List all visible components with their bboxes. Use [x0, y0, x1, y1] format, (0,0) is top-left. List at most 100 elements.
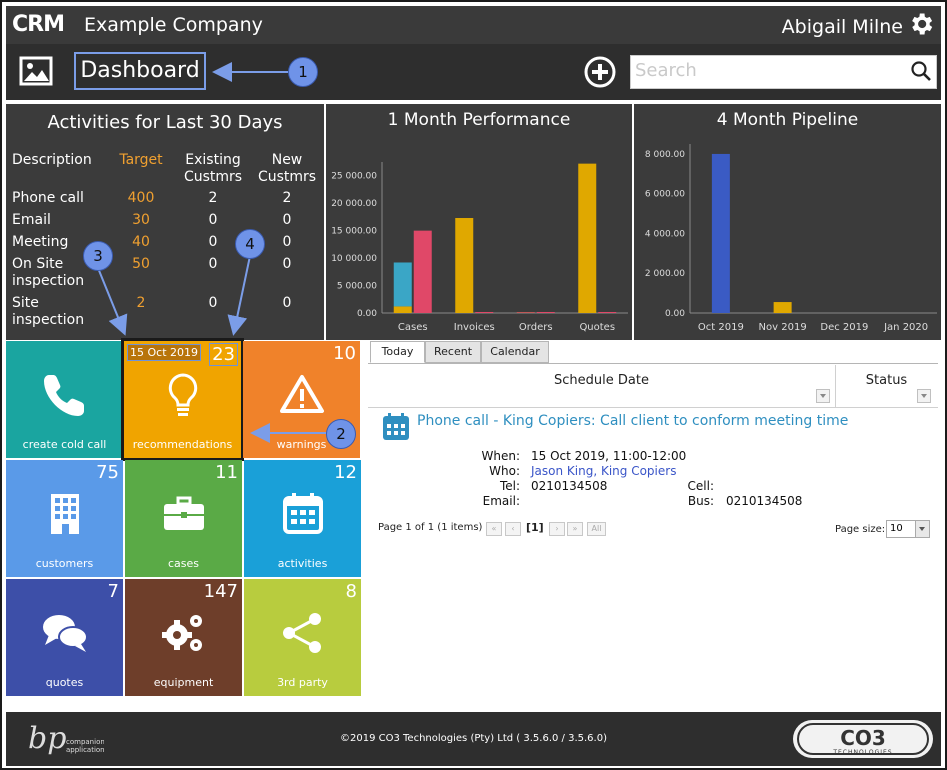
col-description: Description: [12, 152, 92, 168]
pipeline-panel: 4 Month Pipeline 0.00 2 000.00 4 000.00 6 0…: [634, 104, 941, 340]
bar: [536, 312, 555, 313]
activities-table: Description Target Existing Custmrs New …: [12, 152, 324, 334]
performance-panel: 1 Month Performance 0.00 5 000.00 10 000.0…: [326, 104, 632, 340]
gear-icon[interactable]: [907, 10, 935, 38]
y-tick-label: 8 000.00: [645, 150, 685, 160]
when-label: When:: [481, 449, 520, 463]
y-tick-label: 4 000.00: [645, 229, 685, 239]
bus-label: Bus:: [687, 494, 714, 508]
dashboard-bar: Dashboard Search: [6, 44, 941, 100]
grid-header: Schedule Date Status: [368, 365, 938, 408]
x-tick-label: Invoices: [454, 322, 495, 333]
tab-recent[interactable]: Recent: [425, 341, 481, 363]
col-new: New Custmrs: [257, 152, 317, 185]
tile-label: quotes: [45, 676, 84, 689]
chart-title: 1 Month Performance: [387, 110, 571, 130]
tile-label: create cold call: [22, 438, 107, 451]
tile-count: 23: [209, 343, 238, 366]
share-icon: [283, 613, 321, 653]
cell-label: Cell:: [687, 479, 714, 493]
phone-icon: [44, 375, 84, 416]
svg-text:application: application: [66, 746, 104, 754]
x-tick-label: Oct 2019: [698, 322, 744, 333]
row-existing: 0: [208, 295, 218, 311]
col-schedule-date[interactable]: Schedule Date: [368, 365, 836, 407]
current-page[interactable]: [1]: [526, 521, 544, 534]
crm-logo: CRM: [12, 12, 65, 37]
x-tick-label: Cases: [398, 322, 428, 333]
bar: [598, 312, 617, 313]
page-size-select[interactable]: 10: [886, 520, 930, 538]
first-page-icon[interactable]: «: [486, 522, 502, 536]
tile-count: 12: [334, 462, 357, 483]
x-tick-label: Quotes: [579, 322, 615, 333]
next-page-icon[interactable]: ›: [549, 522, 565, 536]
tile-3rd-party[interactable]: 8 3rd party: [244, 579, 361, 696]
table-row: Site inspection 2 0 0: [12, 295, 324, 334]
row-target: 30: [132, 212, 150, 228]
row-existing: 2: [208, 190, 218, 206]
bar: [711, 153, 730, 313]
bar: [413, 230, 432, 313]
all-pages-button[interactable]: All: [587, 522, 606, 536]
row-new: 0: [282, 256, 292, 272]
filter-dropdown-icon[interactable]: [917, 389, 931, 403]
tile-count: 11: [215, 462, 238, 483]
tile-count: 10: [333, 343, 356, 364]
tile-quotes[interactable]: 7 quotes: [6, 579, 123, 696]
building-icon: [51, 494, 79, 534]
tile-recommendations[interactable]: 15 Oct 2019 23 recommendations: [121, 338, 244, 461]
row-target: 400: [127, 190, 155, 206]
x-tick-label: Dec 2019: [820, 322, 868, 333]
date-badge: 15 Oct 2019: [127, 344, 202, 361]
bar: [393, 262, 412, 307]
last-page-icon[interactable]: »: [567, 522, 583, 536]
y-tick-label: 20 000.00: [331, 199, 377, 209]
search-input[interactable]: Search: [630, 55, 937, 89]
row-existing: 0: [208, 256, 218, 272]
svg-text:bp: bp: [28, 721, 66, 756]
y-tick-label: 0.00: [665, 309, 685, 319]
y-tick-label: 0.00: [357, 309, 377, 319]
row-existing: 0: [208, 234, 218, 250]
lightbulb-icon: [168, 373, 198, 416]
tile-equipment[interactable]: 147 equipment: [125, 579, 242, 696]
tab-today[interactable]: Today: [370, 341, 425, 363]
filter-dropdown-icon[interactable]: [816, 389, 830, 403]
bar: [516, 312, 535, 313]
briefcase-icon: [164, 496, 204, 530]
y-tick-label: 25 000.00: [331, 172, 377, 182]
tile-activities[interactable]: 12 activities: [244, 460, 361, 577]
tel-value: 0210134508: [531, 479, 608, 493]
tile-label: recommendations: [132, 438, 233, 451]
co3-logo: CO3 TECHNOLOGIES: [793, 720, 933, 758]
tile-grid: create cold call 15 Oct 2019 23 recommen…: [6, 338, 362, 696]
chat-icon: [43, 615, 88, 652]
svg-text:CO3: CO3: [840, 726, 886, 750]
add-icon[interactable]: [584, 56, 616, 88]
tile-create-cold-call[interactable]: create cold call: [6, 341, 123, 458]
tile-customers[interactable]: 75 customers: [6, 460, 123, 577]
user-name[interactable]: Abigail Milne: [781, 16, 903, 38]
when-value: 15 Oct 2019, 11:00-12:00: [531, 449, 687, 463]
table-row: Email 30 0 0: [12, 212, 324, 234]
search-icon[interactable]: [910, 60, 932, 82]
bus-value: 0210134508: [726, 494, 803, 508]
bar: [455, 218, 474, 313]
y-tick-label: 6 000.00: [645, 190, 685, 200]
col-existing: Existing Custmrs: [183, 152, 243, 185]
chevron-down-icon: [915, 521, 929, 537]
tile-cases[interactable]: 11 cases: [125, 460, 242, 577]
page-size-label: Page size:: [835, 524, 886, 535]
image-icon[interactable]: [19, 56, 53, 86]
who-label: Who:: [489, 464, 520, 478]
email-label: Email:: [482, 494, 520, 508]
search-placeholder: Search: [635, 60, 697, 81]
event-title-link[interactable]: Phone call - King Copiers: Call client t…: [417, 413, 849, 429]
page-title: Dashboard: [74, 52, 206, 90]
table-row: Meeting 40 0 0: [12, 234, 324, 256]
row-target: 2: [136, 295, 146, 311]
prev-page-icon[interactable]: ‹: [505, 522, 521, 536]
tab-calendar[interactable]: Calendar: [481, 341, 549, 363]
who-link[interactable]: Jason King, King Copiers: [531, 464, 677, 478]
